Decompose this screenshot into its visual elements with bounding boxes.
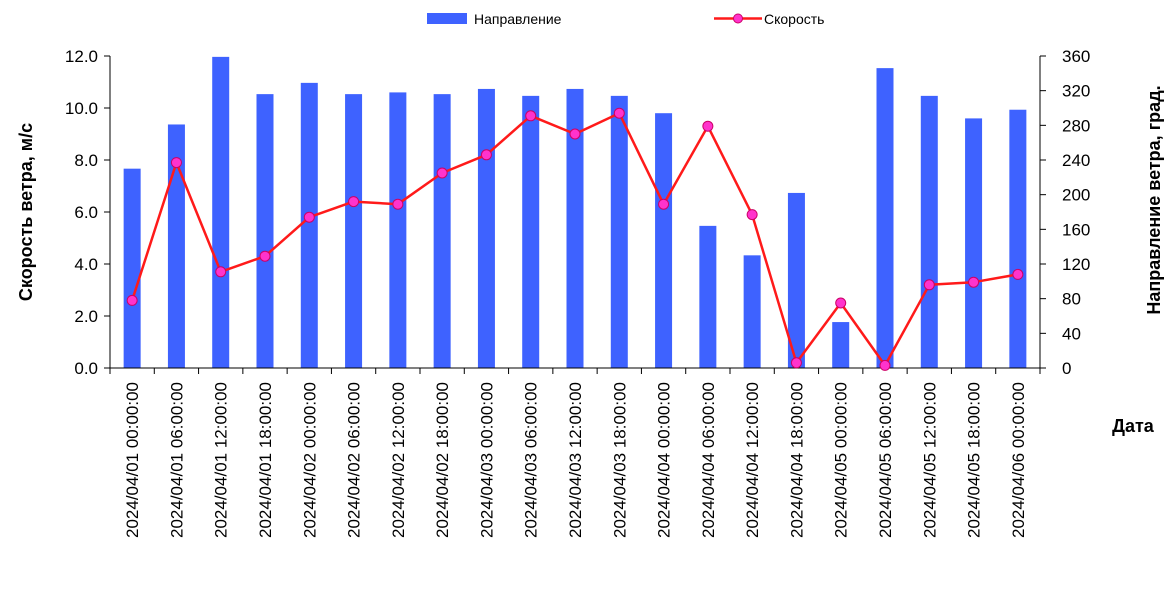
x-tick-label: 2024/04/02 00:00:00 [300,382,319,538]
bar-direction-5 [345,94,363,368]
right-axis-tick-labels: 0 40 80 120 160 200 240 280 320 360 [1062,47,1090,378]
speed-point-6 [392,198,404,210]
speed-point-9 [525,110,537,122]
bar-direction-3 [256,94,274,368]
bar-direction-19 [965,118,983,369]
speed-point-5 [348,196,360,208]
right-tick-label: 0 [1062,359,1071,378]
x-tick-label: 2024/04/04 06:00:00 [699,382,718,538]
bar-direction-8 [477,88,495,369]
bar-direction-11 [610,95,628,369]
left-tick-label: 0.0 [74,359,98,378]
x-tick-label: 2024/04/05 00:00:00 [832,382,851,538]
x-tick-label: 2024/04/01 18:00:00 [256,382,275,538]
speed-point-11 [613,107,625,119]
x-tick-label: 2024/04/03 06:00:00 [522,382,541,538]
right-tick-label: 320 [1062,82,1090,101]
left-tick-label: 4.0 [74,255,98,274]
speed-point-1 [170,157,182,169]
x-tick-label: 2024/04/05 06:00:00 [876,382,895,538]
right-tick-label: 120 [1062,255,1090,274]
speed-point-12 [658,198,670,210]
x-tick-label: 2024/04/06 00:00:00 [1009,382,1028,538]
speed-point-16 [835,297,847,309]
speed-point-13 [702,120,714,132]
x-tick-label: 2024/04/02 18:00:00 [433,382,452,538]
bar-direction-7 [433,94,451,368]
y2-axis-title: Направление ветра, град. [1144,85,1164,314]
x-tick-label: 2024/04/02 06:00:00 [345,382,364,538]
speed-point-0 [126,294,138,306]
bar-direction-17 [876,68,894,368]
right-tick-label: 160 [1062,220,1090,239]
bar-direction-18 [920,95,938,369]
right-tick-label: 360 [1062,47,1090,66]
right-tick-label: 40 [1062,324,1081,343]
legend-line-marker [733,13,743,24]
bar-direction-4 [300,82,318,369]
speed-point-17 [879,359,891,371]
x-tick-label: 2024/04/04 00:00:00 [655,382,674,538]
legend: Направление Скорость [427,11,824,27]
bar-direction-10 [566,88,584,369]
left-axis-tick-labels: 0.0 2.0 4.0 6.0 8.0 10.0 12.0 [65,47,98,378]
speed-point-20 [1012,268,1024,280]
speed-point-7 [436,167,448,179]
x-tick-label: 2024/04/03 12:00:00 [566,382,585,538]
x-tick-label: 2024/04/03 18:00:00 [610,382,629,538]
speed-point-2 [215,266,227,278]
bar-direction-15 [787,192,805,368]
speed-point-18 [923,279,935,291]
x-tick-label: 2024/04/03 00:00:00 [477,382,496,538]
x-tick-label: 2024/04/02 12:00:00 [389,382,408,538]
x-tick-label: 2024/04/04 12:00:00 [743,382,762,538]
speed-point-10 [569,128,581,140]
x-tick-label: 2024/04/04 18:00:00 [787,382,806,538]
y-axis-title: Скорость ветра, м/с [16,123,36,301]
bar-direction-12 [655,113,673,368]
bar-direction-9 [522,95,540,369]
right-tick-label: 240 [1062,151,1090,170]
line-series-speed [126,107,1024,371]
bar-direction-2 [212,56,230,369]
left-tick-label: 12.0 [65,47,98,66]
x-tick-label: 2024/04/01 12:00:00 [212,382,231,538]
right-tick-label: 200 [1062,186,1090,205]
bar-direction-1 [167,124,185,368]
bar-direction-6 [389,92,407,369]
speed-point-15 [790,357,802,369]
speed-point-3 [259,250,271,262]
bar-direction-14 [743,255,761,368]
right-tick-label: 280 [1062,116,1090,135]
left-tick-label: 6.0 [74,203,98,222]
left-tick-label: 2.0 [74,307,98,326]
legend-bar-swatch [427,13,467,24]
left-tick-label: 10.0 [65,99,98,118]
speed-point-4 [303,211,315,223]
x-axis-tick-labels: 2024/04/01 00:00:00 2024/04/01 06:00:00 20… [123,382,1028,538]
x-tick-label: 2024/04/01 06:00:00 [167,382,186,538]
speed-point-14 [746,209,758,221]
bar-series-direction [123,56,1027,369]
x-tick-label: 2024/04/01 00:00:00 [123,382,142,538]
bar-direction-0 [123,168,141,368]
speed-point-19 [968,276,980,288]
bar-direction-13 [699,225,717,368]
bar-direction-20 [1009,109,1027,368]
x-tick-label: 2024/04/05 18:00:00 [965,382,984,538]
bar-direction-16 [832,322,850,368]
x-tick-label: 2024/04/05 12:00:00 [920,382,939,538]
speed-point-8 [480,149,492,161]
legend-label-speed: Скорость [764,11,824,27]
legend-label-direction: Направление [474,11,562,27]
x-axis-title: Дата [1112,416,1155,436]
right-tick-label: 80 [1062,290,1081,309]
left-tick-label: 8.0 [74,151,98,170]
